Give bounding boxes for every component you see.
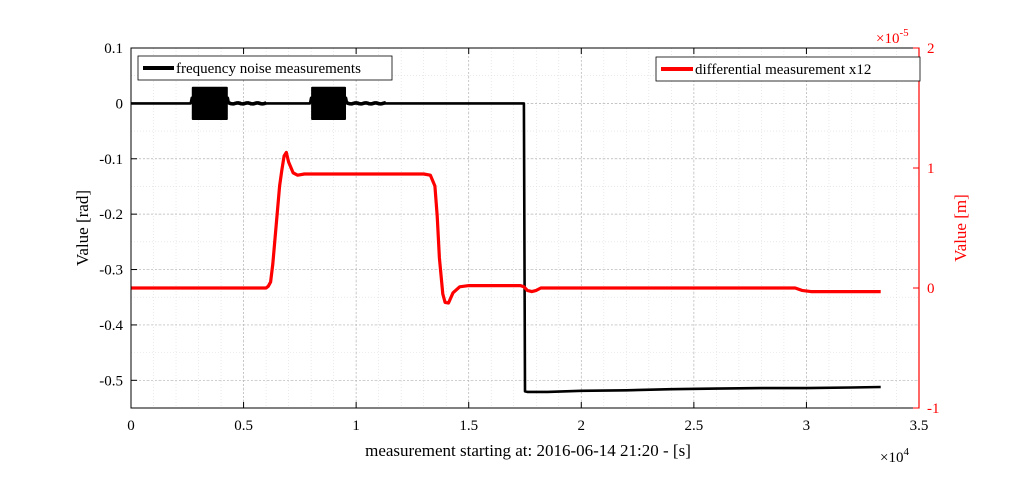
tick-labels: 0 0.5 1 1.5 2 2.5 3 3.5 0.1 0 -0.1 -0.2 -0.3 -0.4 -0.5… [99,41,939,434]
y-left-tick-label: -0.3 [99,263,123,279]
y-axis-right-label: Value [m] [951,194,970,262]
series-frequency-noise-line [131,96,881,394]
x-tick-label: 2.5 [684,418,703,434]
y-right-tick-label: 1 [927,161,935,177]
legend-left-label: frequency noise measurements [176,61,361,77]
y-axis-right-exponent-power: -5 [899,27,909,39]
series-differential-line [131,150,881,305]
noise-burst-block [191,86,228,120]
x-tick-label: 3 [803,418,811,434]
x-tick-label: 2 [578,418,586,434]
x-tick-label: 0.5 [234,418,253,434]
y-left-tick-label: -0.2 [99,207,123,223]
legend-right: differential measurement x12 [655,56,921,82]
y-left-tick-label: -0.4 [99,318,123,334]
legend-left-box [137,55,393,81]
y-axis-right-exponent: ×10-5 [876,27,909,47]
plot-series [131,86,881,394]
x-tick-label: 1 [352,418,360,434]
tick-marks [130,47,920,409]
x-tick-label: 1.5 [459,418,478,434]
legend-right-box [655,56,921,82]
legend-left: frequency noise measurements [137,55,393,81]
y-left-tick-label: -0.1 [99,152,123,168]
noise-burst-block [311,86,347,120]
y-axis-right-exponent-base: ×10 [876,31,899,47]
y-left-tick-label: 0 [116,96,124,112]
y-left-tick-label: -0.5 [99,373,123,389]
x-axis-exponent: ×104 [880,446,909,466]
y-axis-left-label: Value [rad] [73,190,92,266]
y-left-tick-label: 0.1 [104,41,123,57]
x-tick-label: 0 [127,418,135,434]
x-axis-label: measurement starting at: 2016-06-14 21:2… [365,441,691,460]
x-axis-exponent-power: 4 [903,446,909,458]
y-right-tick-label: 0 [927,281,935,297]
y-right-tick-label: -1 [927,401,940,417]
x-axis-exponent-base: ×10 [880,450,903,466]
legend-right-label: differential measurement x12 [695,62,871,78]
y-right-tick-label: 2 [927,41,935,57]
x-tick-label: 3.5 [910,418,929,434]
